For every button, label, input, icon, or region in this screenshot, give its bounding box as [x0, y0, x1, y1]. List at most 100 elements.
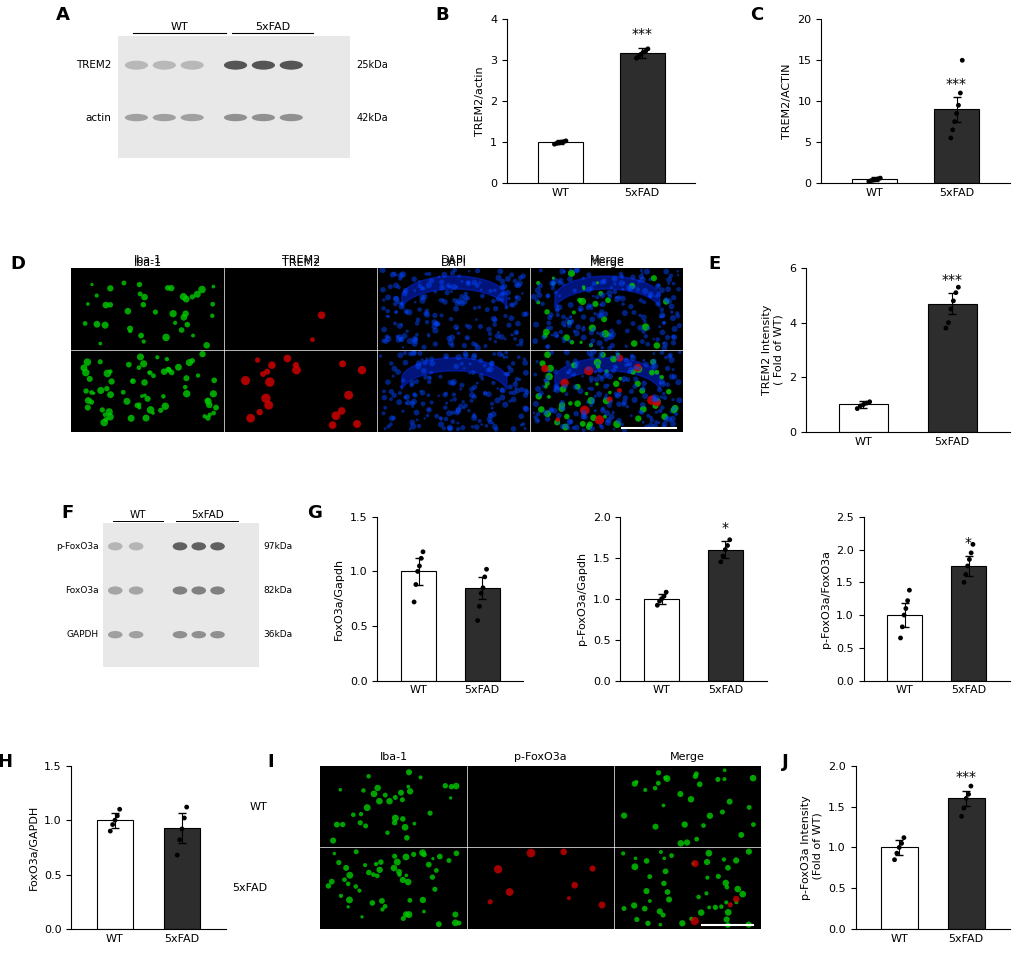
Point	[960, 552, 976, 567]
Point	[671, 318, 687, 333]
Y-axis label: FoxO3a/GAPDH: FoxO3a/GAPDH	[29, 804, 39, 891]
Point	[496, 366, 513, 381]
Point	[159, 280, 175, 295]
Point	[237, 373, 254, 388]
Point	[591, 412, 607, 428]
Point	[588, 377, 604, 392]
Point	[102, 297, 118, 313]
Point	[600, 327, 616, 343]
Point	[530, 388, 546, 404]
Point	[558, 418, 575, 434]
Point	[546, 403, 562, 418]
Point	[84, 384, 100, 400]
Point	[431, 849, 447, 864]
Point	[668, 306, 685, 321]
Point	[376, 383, 392, 399]
Point	[616, 305, 633, 320]
Point	[494, 382, 511, 398]
Point	[602, 329, 619, 345]
Point	[458, 286, 474, 301]
Point	[519, 384, 535, 400]
Point	[659, 282, 676, 297]
Ellipse shape	[172, 587, 187, 594]
Point	[401, 347, 418, 362]
Point	[466, 348, 482, 363]
Point	[372, 348, 388, 364]
Point	[537, 379, 553, 395]
Point	[407, 388, 423, 404]
Point	[485, 376, 501, 391]
Ellipse shape	[252, 61, 275, 70]
Point	[453, 378, 470, 393]
Point	[586, 276, 602, 291]
Point	[592, 417, 608, 433]
Point	[539, 339, 555, 354]
Point	[525, 289, 541, 305]
Point	[468, 419, 484, 435]
Point	[636, 314, 652, 329]
Y-axis label: TREM2 Intensity
( Fold of WT): TREM2 Intensity ( Fold of WT)	[761, 305, 783, 395]
Point	[529, 413, 545, 429]
Point	[167, 316, 183, 331]
Point	[540, 316, 556, 331]
Point	[406, 847, 422, 862]
Point	[427, 336, 443, 351]
Ellipse shape	[252, 114, 275, 121]
Point	[382, 391, 398, 407]
Point	[461, 319, 477, 335]
Point	[517, 401, 533, 416]
Point	[390, 864, 407, 880]
Point	[719, 904, 736, 920]
Point	[471, 299, 487, 315]
Point	[393, 317, 410, 332]
Point	[583, 398, 599, 413]
Point	[717, 912, 734, 927]
Point	[648, 395, 664, 410]
Point	[647, 398, 663, 413]
Point	[650, 287, 666, 302]
Point	[406, 816, 422, 832]
Point	[583, 371, 599, 386]
Point	[623, 299, 639, 315]
Point	[411, 278, 427, 293]
Point	[412, 770, 428, 785]
Point	[504, 297, 521, 313]
Point	[600, 286, 616, 301]
Point	[649, 279, 665, 294]
Point	[639, 916, 655, 931]
Point	[375, 333, 391, 348]
Point	[570, 319, 586, 335]
Point	[486, 347, 502, 362]
Point	[511, 349, 527, 365]
Point	[455, 294, 472, 310]
Point	[672, 786, 688, 802]
Point	[575, 319, 591, 335]
Point	[655, 335, 672, 350]
Point	[420, 857, 436, 872]
Point	[635, 402, 651, 417]
Text: 5xFAD: 5xFAD	[232, 884, 267, 893]
Point	[585, 410, 601, 426]
Point	[137, 375, 153, 390]
Point	[414, 289, 430, 305]
Point	[628, 912, 644, 927]
Point	[518, 402, 534, 417]
Point	[589, 275, 605, 290]
Point	[374, 901, 390, 917]
Point	[200, 393, 216, 408]
Point	[665, 369, 682, 384]
Point	[653, 345, 669, 360]
Point	[645, 270, 661, 286]
Point	[589, 289, 605, 305]
Point	[443, 779, 460, 795]
Point	[603, 323, 620, 339]
Point	[437, 411, 453, 427]
Point	[396, 328, 413, 344]
Point	[177, 379, 194, 395]
Point	[181, 355, 198, 371]
Bar	[707, 550, 742, 681]
Ellipse shape	[224, 114, 247, 121]
Ellipse shape	[210, 587, 224, 594]
Point	[262, 375, 278, 390]
Point	[657, 349, 674, 365]
